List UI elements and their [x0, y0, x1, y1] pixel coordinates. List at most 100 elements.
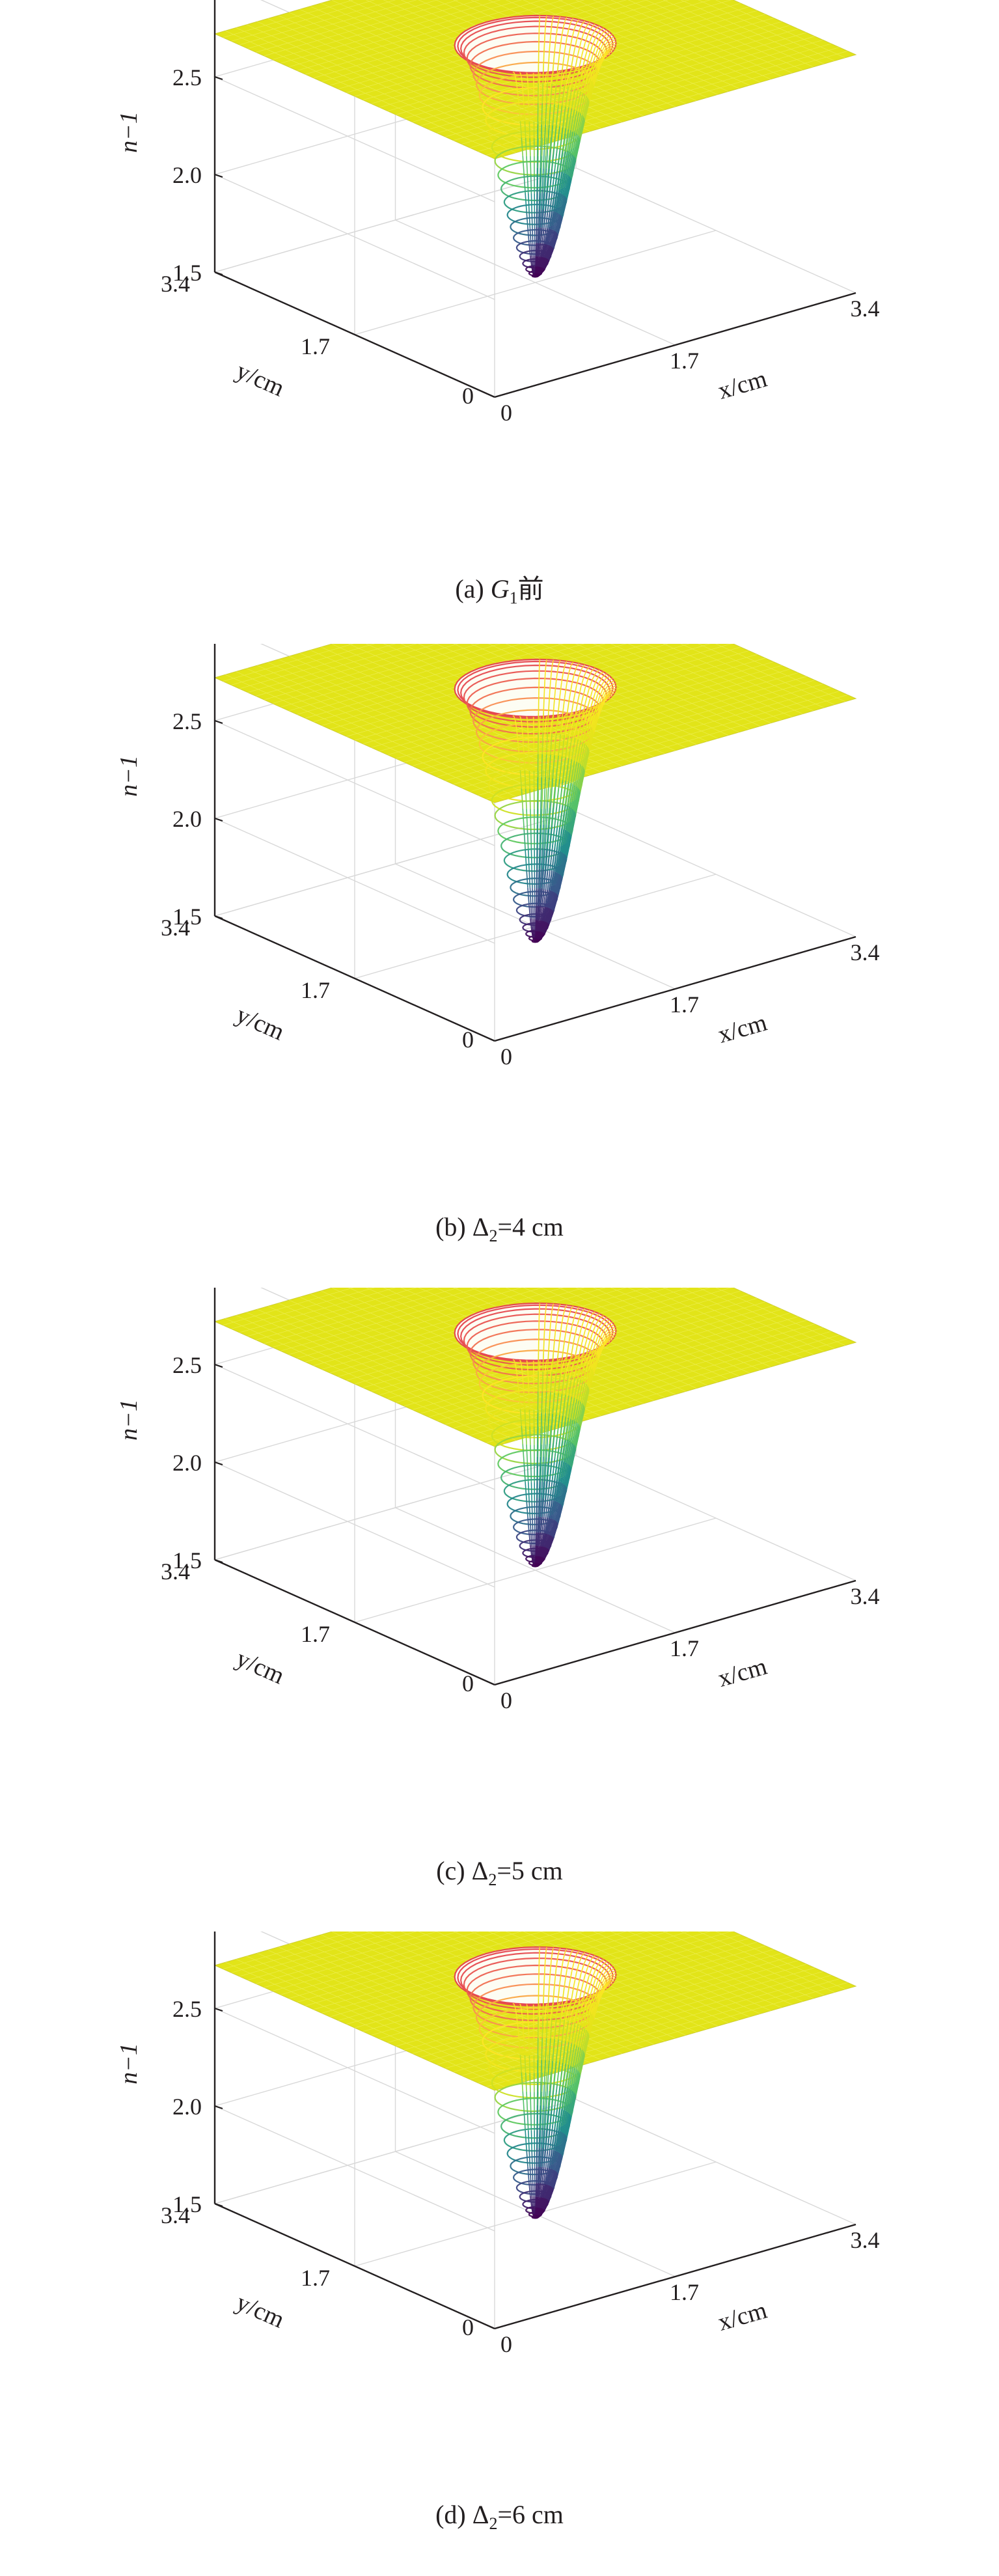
bowl-seg-2-12 [528, 1394, 530, 1410]
bowl-seg-29-15 [588, 1967, 593, 1977]
bowl-seg-7-11 [550, 769, 553, 788]
bowl-seg-32-14 [573, 1972, 577, 1986]
bowl-seg-34-11 [558, 734, 561, 756]
bowl-seg-1-10 [525, 788, 527, 809]
bowl-seg-31-3 [543, 2184, 548, 2198]
bowl-seg-38-13 [543, 1336, 545, 1353]
bowl-seg-27-14 [590, 1335, 595, 1349]
bowl-seg-14-10 [570, 2065, 575, 2085]
bowl-seg-0-9 [522, 156, 525, 174]
bowl-seg-21-17 [611, 1331, 616, 1335]
bowl-seg-2-13 [528, 1381, 530, 1395]
bowl-seg-29-16 [592, 28, 597, 36]
bowl-seg-26-12 [584, 725, 590, 744]
bowl-seg-35-9 [550, 1413, 554, 1436]
surface [213, 1288, 857, 1568]
bowl-seg-28-3 [546, 1535, 551, 1548]
bowl-seg-26-5 [555, 874, 561, 894]
bowl-seg-28-17 [599, 671, 604, 676]
bowl-seg-37-8 [543, 801, 545, 825]
bowl-seg-37-4 [538, 889, 541, 906]
bowl-seg-29-16 [592, 672, 597, 680]
bowl-seg-2-11 [528, 1409, 530, 1427]
y-tick-label-0: 0 [462, 2314, 474, 2340]
bowl-seg-30-6 [554, 850, 559, 872]
bowl-seg-33-13 [566, 699, 570, 716]
bowl-seg-27-4 [551, 893, 556, 909]
bowl-seg-34-16 [568, 665, 572, 673]
caption-a-sub: 1 [509, 589, 518, 607]
bowl-seg-26-11 [580, 1382, 586, 1402]
bowl-seg-34-7 [549, 1458, 553, 1480]
bowl-seg-6-8 [543, 1463, 545, 1482]
bowl-seg-36-9 [547, 777, 550, 801]
z-tick-label-2: 2.5 [172, 1996, 202, 2022]
bowl-seg-33-9 [556, 779, 560, 803]
bowl-seg-32-6 [551, 849, 555, 871]
bowl-seg-32-13 [570, 1341, 575, 1357]
bowl-seg-29-9 [566, 1419, 572, 1441]
bowl-seg-6-7 [541, 849, 545, 870]
bowl-seg-21-15 [601, 51, 608, 61]
bowl-seg-36-2 [537, 2196, 540, 2208]
bowl-seg-38-6 [538, 189, 541, 210]
bowl-seg-36-6 [543, 1478, 546, 1499]
bowl-seg-36-4 [540, 1516, 543, 1533]
bowl-seg-36-3 [539, 243, 541, 257]
bowl-seg-37-4 [538, 227, 541, 243]
bowl-seg-32-5 [548, 210, 553, 229]
bowl-seg-23-10 [579, 768, 585, 791]
bowl-seg-26-16 [601, 34, 607, 41]
bowl-seg-27-6 [558, 2133, 564, 2153]
bowl-seg-35-14 [559, 37, 562, 51]
mesh-line-y-26 [281, 1288, 501, 1351]
bowl-seg-35-12 [555, 1999, 559, 2019]
bowl-seg-32-3 [543, 907, 547, 922]
bowl-seg-35-9 [550, 778, 554, 802]
caption-d: (d) Δ2=6 cm [0, 2499, 999, 2534]
bowl-seg-37-8 [543, 1435, 545, 1458]
mesh-line-x-29 [645, 1932, 803, 2002]
bowl-seg-30-8 [561, 805, 566, 829]
bowl-seg-1-2 [532, 1555, 534, 1563]
bowl-seg-22-11 [584, 2034, 590, 2055]
bowl-seg-5-9 [540, 1444, 543, 1463]
bowl-seg-32-5 [548, 870, 553, 891]
bowl-seg-31-9 [562, 2064, 567, 2086]
bowl-seg-36-7 [544, 824, 547, 848]
bowl-seg-31-8 [559, 804, 564, 828]
bowl-seg-31-10 [565, 1395, 569, 1417]
bowl-seg-25-5 [556, 2154, 562, 2172]
bowl-seg-32-9 [559, 780, 564, 804]
bowl-seg-26-3 [547, 1536, 553, 1549]
bowl-seg-33-6 [549, 2128, 553, 2150]
mesh-line-x-29 [645, 1288, 803, 1358]
caption-d-suffix: =6 cm [497, 2500, 564, 2529]
bowl-seg-1-6 [528, 1500, 531, 1517]
bowl-seg-30-7 [558, 1460, 563, 1482]
bowl-seg-28-10 [572, 761, 578, 784]
bowl-seg-29-5 [553, 872, 558, 892]
bowl-seg-0-10 [521, 137, 524, 156]
bowl-seg-5-15 [544, 1364, 547, 1372]
bowl-seg-35-6 [545, 2127, 549, 2149]
mesh-line-x-32 [698, 1932, 835, 1993]
bowl-seg-35-5 [543, 209, 547, 228]
bowl-seg-29-10 [570, 760, 575, 783]
bowl-seg-2-15 [527, 2008, 528, 2016]
bowl-seg-24-9 [574, 1424, 580, 1446]
bowl-seg-25-9 [573, 135, 579, 156]
bowl-seg-38-8 [540, 1435, 542, 1457]
bowl-seg-27-13 [586, 60, 592, 76]
bowl-seg-1-7 [527, 1482, 530, 1501]
bowl-seg-23-12 [588, 1370, 594, 1388]
bowl-seg-11-14 [573, 723, 578, 735]
bowl-seg-6-15 [550, 1363, 553, 1371]
bowl-seg-7-16 [557, 2002, 560, 2008]
bowl-seg-35-8 [549, 801, 552, 825]
bowl-seg-0-5 [527, 227, 530, 243]
bowl-seg-24-10 [578, 1404, 584, 1425]
bowl-seg-2-7 [530, 850, 532, 870]
bowl-seg-35-7 [547, 825, 550, 848]
mesh-line-y-26 [281, 0, 501, 64]
